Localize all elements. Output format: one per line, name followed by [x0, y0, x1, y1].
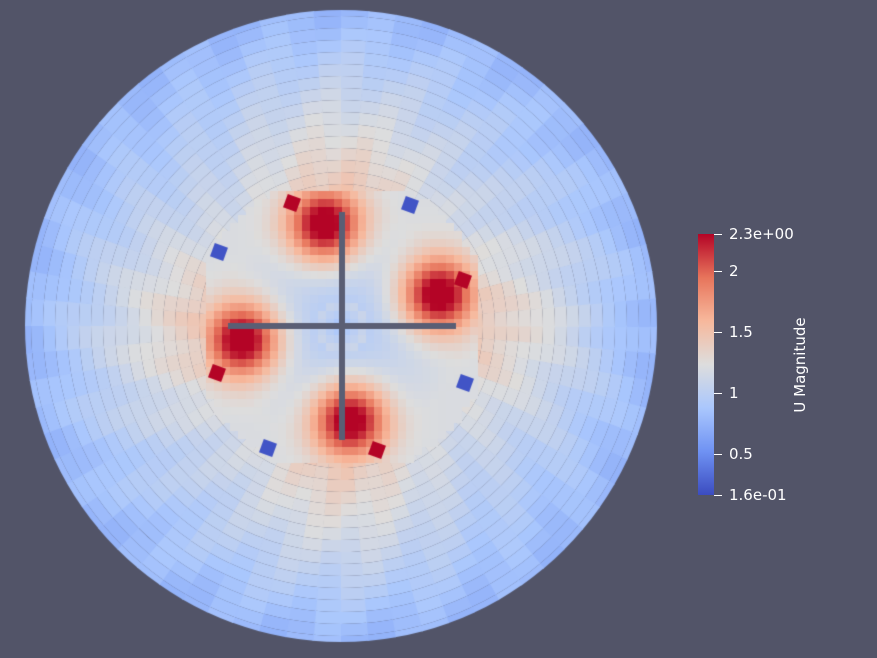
- colorbar-tick: [714, 332, 722, 333]
- colorbar-title: U Magnitude: [791, 317, 809, 413]
- colorbar-tick-label: 1: [729, 384, 739, 402]
- colorbar-tick: [714, 495, 722, 496]
- colorbar-tick: [714, 454, 722, 455]
- colorbar-tick-label: 2.3e+00: [729, 225, 794, 243]
- colorbar-tick: [714, 271, 722, 272]
- colorbar-tick-label: 2: [729, 262, 739, 280]
- colorbar-tick-label: 1.5: [729, 323, 753, 341]
- colorbar-tick-label: 1.6e-01: [729, 486, 787, 504]
- colorbar-tick: [714, 234, 722, 235]
- colorbar-tick-label: 0.5: [729, 445, 753, 463]
- colorbar-gradient: [698, 234, 714, 495]
- colorbar-tick: [714, 393, 722, 394]
